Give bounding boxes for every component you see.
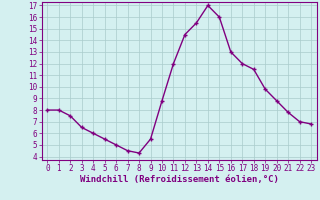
X-axis label: Windchill (Refroidissement éolien,°C): Windchill (Refroidissement éolien,°C): [80, 175, 279, 184]
